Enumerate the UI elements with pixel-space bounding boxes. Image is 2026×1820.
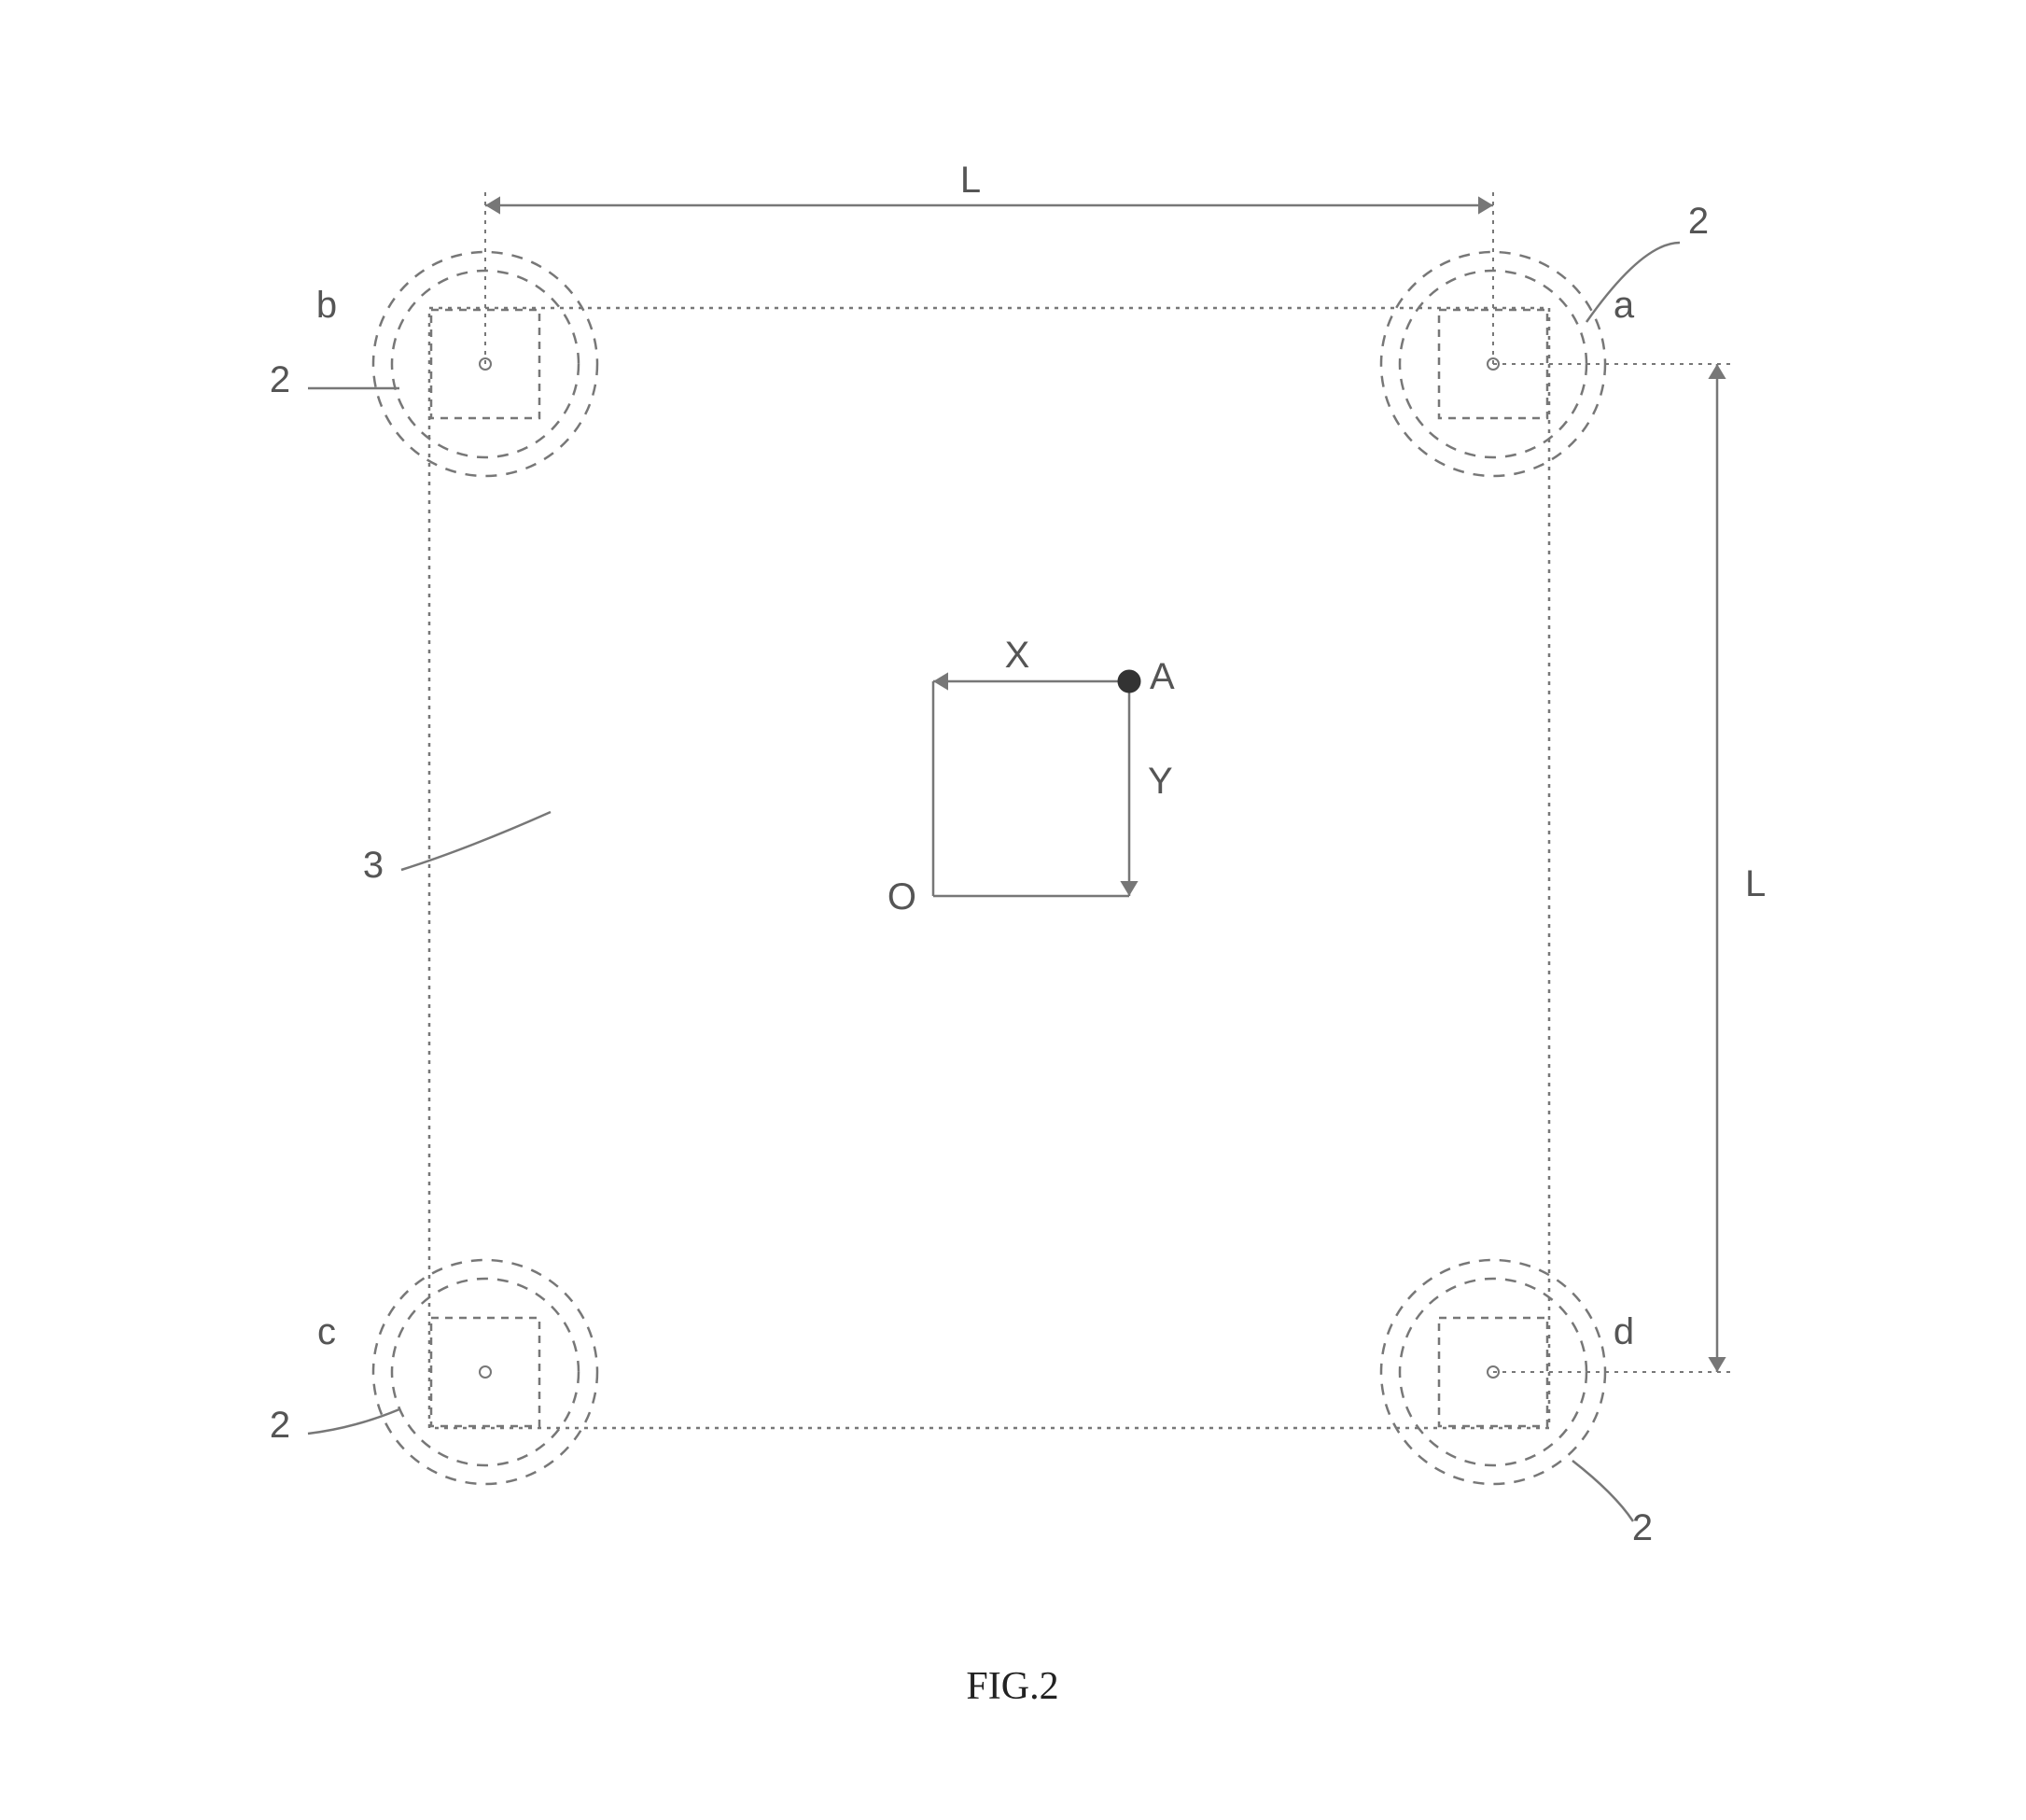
dim-label-L-h: L <box>960 160 981 201</box>
figure-root <box>308 187 1736 1521</box>
origin-diagram <box>933 670 1140 896</box>
label-O: O <box>887 876 916 917</box>
ref-2: 2 <box>270 1405 290 1446</box>
leader-sensor-2 <box>308 1409 399 1434</box>
ref-2: 2 <box>270 359 290 400</box>
corner-label-c: c <box>317 1311 336 1352</box>
label-Y: Y <box>1148 761 1173 802</box>
figure-caption: FIG.2 <box>966 1665 1058 1708</box>
sensor-c <box>373 1260 597 1484</box>
leader-platform-3 <box>401 812 551 870</box>
dimension-L-vertical <box>1493 364 1736 1372</box>
corner-label-b: b <box>316 285 337 326</box>
sensor-group <box>373 252 1605 1484</box>
label-A: A <box>1150 656 1175 697</box>
corner-label-a: a <box>1614 285 1635 326</box>
label-X: X <box>1005 635 1030 676</box>
leader-sensor-3 <box>1572 1461 1633 1521</box>
dim-label-L-v: L <box>1745 863 1766 904</box>
ref-2: 2 <box>1632 1507 1653 1548</box>
ref-3: 3 <box>363 845 384 886</box>
dimension-L-horizontal <box>485 187 1493 364</box>
platform-3 <box>429 308 1549 1428</box>
ref-2: 2 <box>1688 201 1709 242</box>
corner-label-d: d <box>1614 1311 1634 1352</box>
